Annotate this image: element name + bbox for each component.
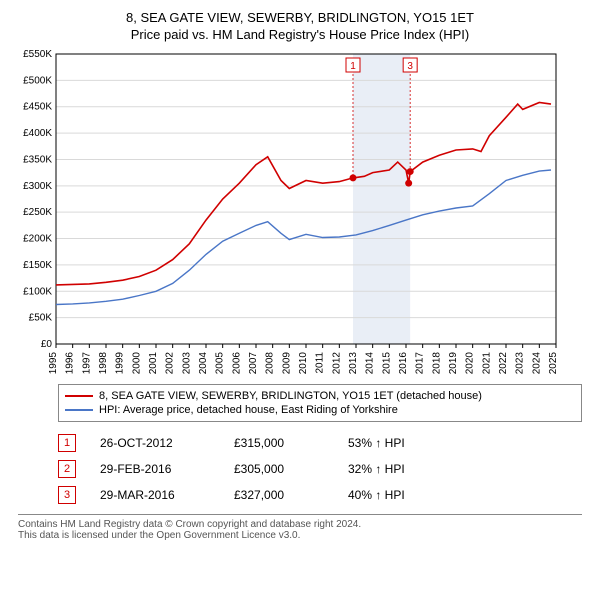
footer-line-1: Contains HM Land Registry data © Crown c… — [18, 519, 582, 530]
legend-item: HPI: Average price, detached house, East… — [65, 403, 575, 417]
svg-text:£550K: £550K — [23, 49, 52, 60]
price-chart: £0 £50K £100K £150K £200K £250K £300K £350K £400… — [8, 48, 568, 378]
svg-text:£50K: £50K — [29, 313, 53, 324]
sale-price: £327,000 — [234, 488, 324, 502]
sale-row: 3 29-MAR-2016 £327,000 40% ↑ HPI — [58, 482, 582, 508]
svg-text:2024: 2024 — [531, 352, 542, 375]
svg-text:£300K: £300K — [23, 181, 52, 192]
svg-text:2014: 2014 — [365, 352, 376, 375]
svg-text:1995: 1995 — [48, 352, 59, 375]
sale-delta: 53% ↑ HPI — [348, 436, 405, 450]
svg-text:2007: 2007 — [248, 352, 259, 375]
sale-index: 1 — [58, 434, 76, 452]
legend-item: 8, SEA GATE VIEW, SEWERBY, BRIDLINGTON, … — [65, 389, 575, 403]
chart-container: 8, SEA GATE VIEW, SEWERBY, BRIDLINGTON, … — [0, 0, 600, 545]
legend-swatch — [65, 409, 93, 411]
svg-text:2005: 2005 — [215, 352, 226, 375]
legend-label: 8, SEA GATE VIEW, SEWERBY, BRIDLINGTON, … — [99, 390, 482, 402]
attribution-footer: Contains HM Land Registry data © Crown c… — [18, 514, 582, 541]
footer-line-2: This data is licensed under the Open Gov… — [18, 530, 582, 541]
svg-text:£250K: £250K — [23, 207, 52, 218]
sale-price: £315,000 — [234, 436, 324, 450]
svg-text:2022: 2022 — [498, 352, 509, 375]
legend-swatch — [65, 395, 93, 397]
svg-text:2013: 2013 — [348, 352, 359, 375]
sales-table: 1 26-OCT-2012 £315,000 53% ↑ HPI 2 29-FEB-201… — [58, 430, 582, 508]
svg-text:2015: 2015 — [381, 352, 392, 375]
svg-text:£0: £0 — [41, 339, 53, 350]
svg-text:1: 1 — [350, 61, 356, 72]
svg-text:£150K: £150K — [23, 260, 52, 271]
svg-text:2018: 2018 — [431, 352, 442, 375]
svg-text:2004: 2004 — [198, 352, 209, 375]
svg-text:2001: 2001 — [148, 352, 159, 375]
sale-row: 1 26-OCT-2012 £315,000 53% ↑ HPI — [58, 430, 582, 456]
svg-text:2021: 2021 — [481, 352, 492, 375]
sale-delta: 40% ↑ HPI — [348, 488, 405, 502]
svg-text:2000: 2000 — [131, 352, 142, 375]
svg-text:2003: 2003 — [181, 352, 192, 375]
svg-text:1997: 1997 — [81, 352, 92, 375]
svg-text:2008: 2008 — [265, 352, 276, 375]
sale-index: 3 — [58, 486, 76, 504]
svg-text:2011: 2011 — [315, 352, 326, 374]
legend: 8, SEA GATE VIEW, SEWERBY, BRIDLINGTON, … — [58, 384, 582, 422]
svg-text:2017: 2017 — [415, 352, 426, 375]
sale-date: 29-FEB-2016 — [100, 462, 210, 476]
chart-subtitle: Price paid vs. HM Land Registry's House … — [8, 27, 592, 42]
svg-text:2016: 2016 — [398, 352, 409, 375]
sale-dot — [405, 180, 412, 187]
svg-text:1999: 1999 — [115, 352, 126, 375]
legend-label: HPI: Average price, detached house, East… — [99, 404, 398, 416]
svg-text:3: 3 — [407, 61, 413, 72]
svg-text:2023: 2023 — [515, 352, 526, 375]
sale-date: 29-MAR-2016 — [100, 488, 210, 502]
svg-text:2020: 2020 — [465, 352, 476, 375]
svg-text:1998: 1998 — [98, 352, 109, 375]
svg-text:£450K: £450K — [23, 102, 52, 113]
sale-date: 26-OCT-2012 — [100, 436, 210, 450]
sale-row: 2 29-FEB-2016 £305,000 32% ↑ HPI — [58, 456, 582, 482]
svg-text:2012: 2012 — [331, 352, 342, 375]
sale-price: £305,000 — [234, 462, 324, 476]
svg-text:2009: 2009 — [281, 352, 292, 375]
svg-text:£200K: £200K — [23, 234, 52, 245]
svg-text:2010: 2010 — [298, 352, 309, 375]
sale-delta: 32% ↑ HPI — [348, 462, 405, 476]
svg-text:2002: 2002 — [165, 352, 176, 375]
svg-text:2006: 2006 — [231, 352, 242, 375]
svg-text:1996: 1996 — [65, 352, 76, 375]
svg-text:£350K: £350K — [23, 154, 52, 165]
svg-text:£500K: £500K — [23, 75, 52, 86]
svg-text:£100K: £100K — [23, 286, 52, 297]
svg-text:2025: 2025 — [548, 352, 559, 375]
svg-text:2019: 2019 — [448, 352, 459, 375]
sale-index: 2 — [58, 460, 76, 478]
svg-text:£400K: £400K — [23, 128, 52, 139]
chart-title: 8, SEA GATE VIEW, SEWERBY, BRIDLINGTON, … — [8, 10, 592, 25]
